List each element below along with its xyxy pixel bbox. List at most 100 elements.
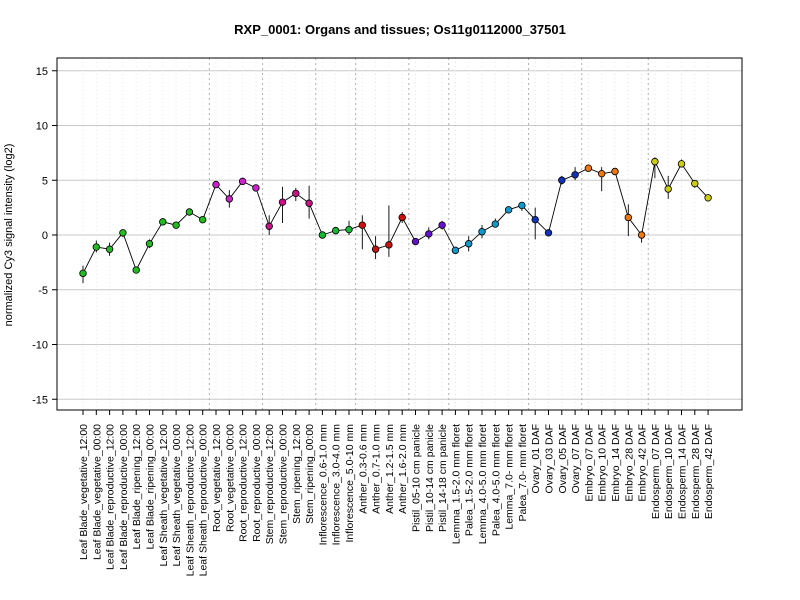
data-point [119,229,127,237]
data-point [704,194,712,202]
grid [57,70,742,400]
x-tick-label: Endosperm_42 DAF [703,424,715,519]
y-tick-label: -5 [38,285,48,297]
data-point [465,240,473,248]
x-tick-label: Pistil_05-10 cm panicle [411,424,423,532]
data-point [371,245,380,253]
y-axis: -15 -10 -5 0 5 10 15 [32,66,57,406]
x-tick-label: Embryo_28 DAF [623,424,635,502]
data-point [225,195,233,203]
data-point [624,213,632,222]
plot-frame [56,57,743,411]
data-point [558,176,566,184]
data-point [292,189,300,198]
x-tick-label: Endosperm_28 DAF [690,424,702,519]
x-tick-label: Stem_reproductive_12:00 [264,424,276,544]
x-tick-label: Leaf Sheath_vegetative_12:00 [158,424,170,567]
data-point [438,221,446,229]
y-tick-label: -10 [32,340,48,352]
data-point [79,269,87,278]
x-tick-label: Stem_ripening_00:00 [304,424,316,524]
x-tick-label: Leaf Blade_ripening_00:00 [145,424,157,550]
data-point [664,185,672,193]
data-point [478,228,486,236]
data-point [145,240,154,248]
data-point [544,229,553,237]
data-point [132,266,140,274]
x-tick-label: Pistil_14-18 cm panicle [437,424,449,532]
y-tick-label: 10 [36,121,48,133]
data-point [238,177,247,186]
x-tick-label: Lemma_4.0-5.0 mm floret [477,424,489,544]
x-tick-label: Endosperm_10 DAF [663,424,675,519]
x-tick-label: Palea_4.0-5.0 mm floret [490,424,502,536]
x-tick-label: Leaf Blade_reproductive_00:00 [118,424,130,570]
data-point [504,206,513,214]
x-tick-label: Lemma_1.5-2.0 mm floret [450,424,462,544]
data-point [345,225,353,234]
data-point [332,226,340,235]
x-tick-label: Root_vegetative_00:00 [224,424,236,532]
series [79,157,712,284]
x-tick-label: Embryo_10 DAF [597,424,609,502]
data-point [398,213,406,222]
data-point [318,231,327,239]
data-point [385,241,393,249]
y-tick-label: -15 [32,394,48,406]
y-axis-label: normalized Cy3 signal intensity (log2) [3,144,15,327]
x-tick-label: Stem_reproductive_00:00 [278,424,290,544]
x-tick-label: Anther_0.7-1.0 mm [371,424,383,514]
y-tick-label: 15 [36,66,48,78]
x-tick-label: Stem_ripening_12:00 [291,424,303,524]
x-tick-label: Leaf Sheath_reproductive_12:00 [184,424,196,577]
x-tick-label: Inflorescence_0.6-1.0 mm [317,424,329,546]
x-tick-label: Leaf Blade_vegetative_12:00 [78,424,90,560]
x-tick-label: Inflorescence_5.0-10 mm [344,424,356,543]
data-point [358,221,366,229]
chart-title: RXP_0001: Organs and tissues; Os11g01120… [234,22,566,37]
x-tick-label: Palea_7.0- mm floret [517,424,529,522]
x-tick-label: Anther_1.6-2.0 mm [397,424,409,514]
x-tick-label: Root_vegetative_12:00 [211,424,223,532]
data-point [491,220,499,228]
data-point [598,169,606,178]
data-point [677,160,686,168]
y-tick-label: 5 [42,175,48,187]
data-point [185,208,194,216]
x-tick-label: Anther_0.3-0.6 mm [357,424,369,514]
data-point [691,179,699,188]
data-point [105,245,114,253]
data-point [159,218,167,226]
data-point [305,199,313,207]
x-tick-label: Leaf Blade_reproductive_12:00 [105,424,117,570]
data-point [425,230,433,238]
x-tick-label: Palea_1.5-2.0 mm floret [464,424,476,536]
x-tick-label: Leaf Blade_ripening_12:00 [131,424,143,550]
data-point [571,171,579,179]
category-gridlines [82,58,709,410]
data-point [172,221,180,229]
series-line [82,160,709,274]
x-tick-label: Ovary_05 DAF [557,424,569,493]
y-tick-label: 0 [42,230,48,242]
data-point [531,215,539,224]
x-tick-label: Inflorescence_3.0-4.0 mm [331,424,343,546]
x-tick-label: Leaf Blade_vegetative_00:00 [91,424,103,560]
data-point [278,198,287,206]
data-point [451,246,460,255]
x-tick-label: Anther_1.2-1.5 mm [384,424,396,514]
data-point [584,164,593,172]
x-tick-label: Endosperm_07 DAF [650,424,662,519]
data-point [611,167,619,176]
x-tick-label: Pistil_10-14 cm panicle [424,424,436,532]
data-point [637,231,646,239]
x-tick-label: Leaf Sheath_vegetative_00:00 [171,424,183,567]
x-tick-label: Root_reproductive_12:00 [238,424,250,542]
x-tick-label: Embryo_14 DAF [610,424,622,502]
x-tick-label: Endosperm_14 DAF [677,424,689,519]
x-axis: Leaf Blade_vegetative_12:00 Leaf Blade_ve… [78,410,715,576]
data-point [198,215,207,224]
data-point [265,222,273,230]
data-point [518,201,526,210]
